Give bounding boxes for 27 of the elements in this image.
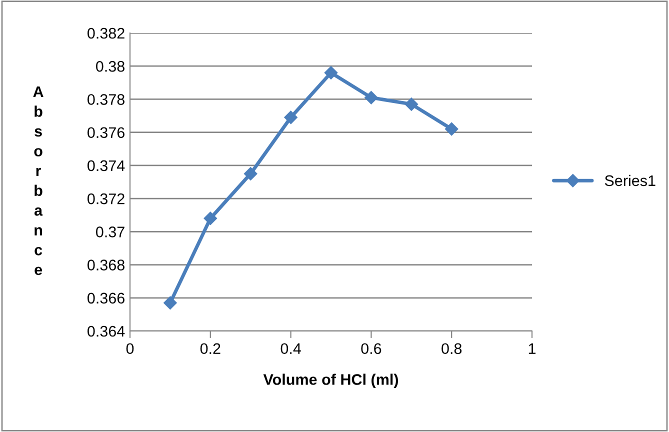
y-tick-label: 0.372 — [88, 193, 124, 204]
x-tick-label: 0.6 — [361, 343, 382, 354]
y-tick-label: 0.368 — [88, 260, 124, 270]
y-tick-label: 0.364 — [88, 326, 125, 337]
x-tick-label: 1 — [528, 343, 536, 354]
point — [244, 167, 258, 180]
y-tick-label: 0.366 — [88, 292, 124, 304]
y-tick-label: 0.382 — [88, 28, 124, 39]
point — [164, 296, 177, 310]
x-tick-label: 0.2 — [200, 343, 220, 354]
x-tick-label: 0.8 — [442, 343, 462, 354]
y-tick-label: 0.378 — [88, 94, 124, 105]
point — [204, 212, 217, 226]
y-tick-label: 0.376 — [88, 127, 124, 138]
point — [364, 90, 378, 104]
point — [284, 110, 298, 124]
x-axis-title: Volume of HCl (ml) — [263, 374, 398, 388]
y-tick-label: 0.38 — [96, 60, 124, 72]
point — [404, 98, 418, 111]
y-tick-label: 0.37 — [96, 226, 124, 238]
x-tick-label: 0.4 — [280, 343, 301, 354]
x-tick-label: 0 — [126, 343, 134, 354]
y-tick-label: 0.374 — [88, 160, 125, 172]
point — [445, 122, 458, 136]
legend-label: Series1 — [604, 174, 656, 186]
point — [324, 66, 338, 80]
text: Absorbance — [33, 86, 44, 276]
